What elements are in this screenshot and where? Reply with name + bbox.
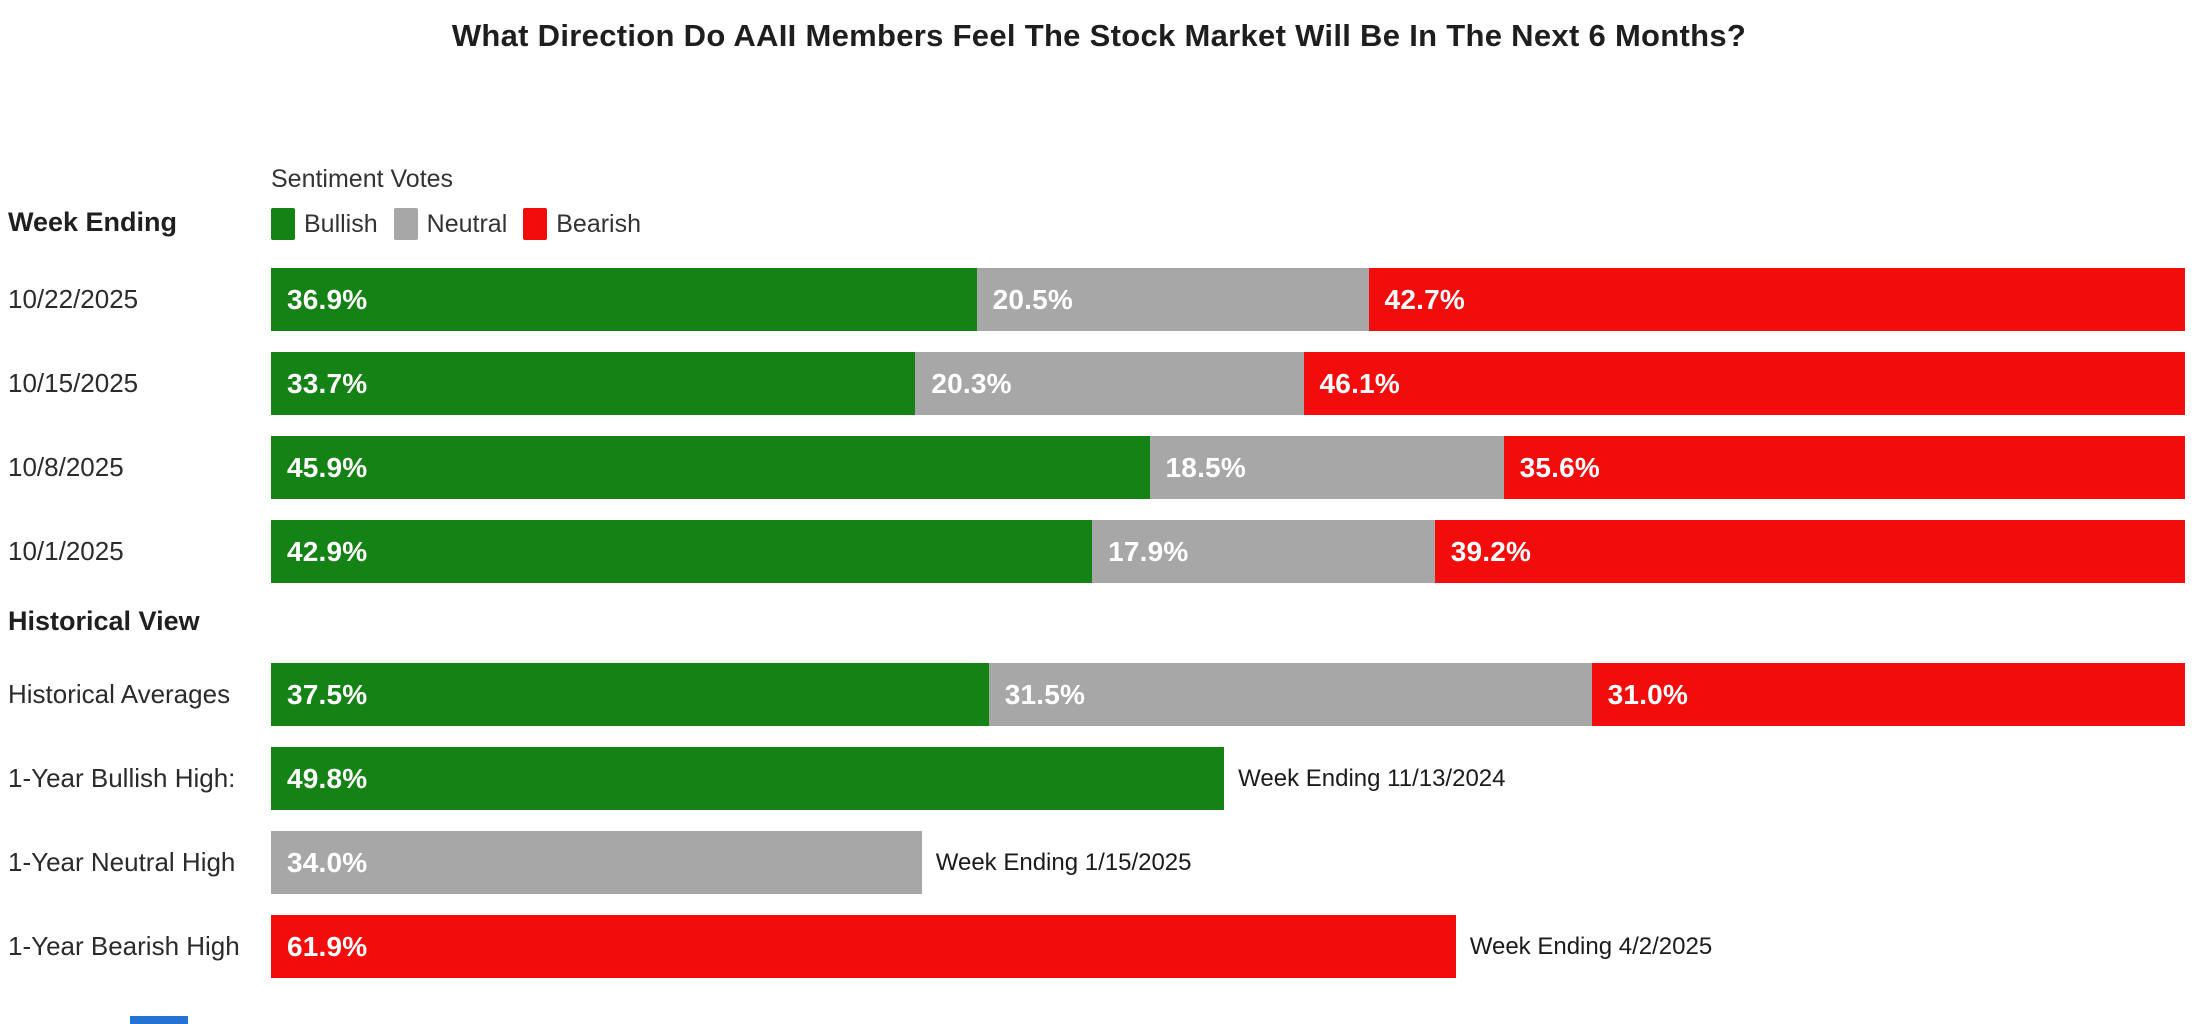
clipped-blue-bar xyxy=(130,1016,188,1024)
bar-segment: 39.2% xyxy=(1434,520,2185,583)
bar-segment: 45.9% xyxy=(271,436,1150,499)
bar-value-label: 61.9% xyxy=(287,930,368,962)
bar-value-label: 45.9% xyxy=(287,451,368,483)
bar-value-label: 33.7% xyxy=(287,367,368,399)
bar-segment: 35.6% xyxy=(1503,436,2186,499)
bar-segment: 20.5% xyxy=(976,268,1369,331)
bar-value-label: 36.9% xyxy=(287,283,368,315)
bearish-legend-swatch xyxy=(523,208,548,240)
bar-value-label: 35.6% xyxy=(1519,451,1601,483)
row-label: Historical Averages xyxy=(8,679,231,709)
bar-segment: 61.9% xyxy=(271,915,1456,978)
chart-row: 10/1/2025 42.9% 17.9% 39.2% xyxy=(0,520,2185,583)
bar-value-label: 17.9% xyxy=(1108,535,1189,567)
bar-segment: 31.5% xyxy=(988,663,1592,726)
chart-row: 1-Year Bullish High: 49.8% Week Ending 11/… xyxy=(0,747,2185,810)
bar-value-label: 34.0% xyxy=(287,846,368,878)
bar-value-label: 42.9% xyxy=(287,535,368,567)
bar-value-label: 18.5% xyxy=(1165,451,1246,483)
legend-title: Sentiment Votes xyxy=(271,165,454,193)
bar-segment: 49.8% xyxy=(271,747,1225,810)
row-label: 1-Year Bullish High: xyxy=(8,763,236,793)
legend-row: Week Ending Sentiment Votes Bullish Neut… xyxy=(0,162,2185,242)
chart-row: 10/15/2025 33.7% 20.3% 46.1% xyxy=(0,352,2185,415)
bar-track: 33.7% 20.3% 46.1% xyxy=(271,352,2185,415)
bar-segment: 18.5% xyxy=(1149,436,1504,499)
bar-segment: 42.9% xyxy=(271,520,1093,583)
bar-segment: 34.0% xyxy=(271,831,922,894)
chart-row: Historical Averages 37.5% 31.5% 31.0% xyxy=(0,663,2185,726)
bar-value-label: 39.2% xyxy=(1450,535,1532,567)
bar-value-label: 42.7% xyxy=(1384,283,1465,315)
legend-label-bullish: Bullish xyxy=(304,209,378,238)
chart-title: What Direction Do AAII Members Feel The … xyxy=(451,18,1747,53)
bar-segment: 36.9% xyxy=(271,268,977,331)
bar-track: 42.9% 17.9% 39.2% xyxy=(271,520,2185,583)
legend-item-neutral: Neutral xyxy=(393,208,508,240)
bar-annotation: Week Ending 11/13/2024 xyxy=(1238,764,1506,792)
row-label: 10/22/2025 xyxy=(8,284,139,314)
bar-segment: 31.0% xyxy=(1591,663,2185,726)
neutral-legend-swatch xyxy=(393,208,418,240)
historical-rows-group: Historical Averages 37.5% 31.5% 31.0% 1-Year… xyxy=(0,663,2185,978)
bar-track: 45.9% 18.5% 35.6% xyxy=(271,436,2186,499)
bar-segment: 33.7% xyxy=(271,352,916,415)
row-label: 10/8/2025 xyxy=(8,452,124,482)
section-label-week-ending: Week Ending xyxy=(8,207,178,237)
legend-items: Bullish Neutral Bearish xyxy=(271,206,2185,242)
section-label-historical-view: Historical View xyxy=(8,606,200,636)
row-label: 1-Year Neutral High xyxy=(8,847,236,877)
bullish-legend-swatch xyxy=(271,208,295,240)
legend-label-bearish: Bearish xyxy=(556,209,642,238)
bar-segment: 17.9% xyxy=(1092,520,1435,583)
bar-segment: 42.7% xyxy=(1368,268,2186,331)
bar-track: 61.9% Week Ending 4/2/2025 xyxy=(271,915,2185,978)
chart-row: 10/8/2025 45.9% 18.5% 35.6% xyxy=(0,436,2186,499)
row-label: 10/1/2025 xyxy=(8,536,124,566)
chart-area: Week Ending Sentiment Votes Bullish Neut… xyxy=(0,162,2186,999)
bar-value-label: 31.0% xyxy=(1607,678,1689,710)
bar-value-label: 37.5% xyxy=(287,678,368,710)
bar-track: 36.9% 20.5% 42.7% xyxy=(271,268,2186,331)
bar-value-label: 20.3% xyxy=(931,367,1012,399)
legend: Sentiment Votes Bullish Neutral Bearish xyxy=(271,162,2185,242)
row-label: 10/15/2025 xyxy=(8,368,139,398)
bar-segment: 46.1% xyxy=(1303,352,2185,415)
chart-row: 10/22/2025 36.9% 20.5% 42.7% xyxy=(0,268,2186,331)
legend-item-bullish: Bullish xyxy=(271,208,378,240)
bar-value-label: 20.5% xyxy=(992,283,1073,315)
bar-track: 49.8% Week Ending 11/13/2024 xyxy=(271,747,2185,810)
bar-value-label: 31.5% xyxy=(1004,678,1086,710)
bar-track: 37.5% 31.5% 31.0% xyxy=(271,663,2185,726)
bar-segment: 37.5% xyxy=(271,663,989,726)
bar-track: 34.0% Week Ending 1/15/2025 xyxy=(271,831,2185,894)
bar-annotation: Week Ending 4/2/2025 xyxy=(1469,932,1713,960)
weekly-rows-group: 10/22/2025 36.9% 20.5% 42.7% 10/15/2025 33.7%… xyxy=(0,268,2186,583)
chart-row: 1-Year Bearish High 61.9% Week Ending 4/2/… xyxy=(0,915,2185,978)
legend-item-bearish: Bearish xyxy=(523,208,641,240)
bar-value-label: 46.1% xyxy=(1319,367,1400,399)
row-label: 1-Year Bearish High xyxy=(8,931,240,961)
bar-value-label: 49.8% xyxy=(287,762,368,794)
legend-label-neutral: Neutral xyxy=(426,209,508,238)
chart-row: 1-Year Neutral High 34.0% Week Ending 1/15… xyxy=(0,831,2185,894)
bar-segment: 20.3% xyxy=(915,352,1304,415)
bar-annotation: Week Ending 1/15/2025 xyxy=(935,848,1192,876)
